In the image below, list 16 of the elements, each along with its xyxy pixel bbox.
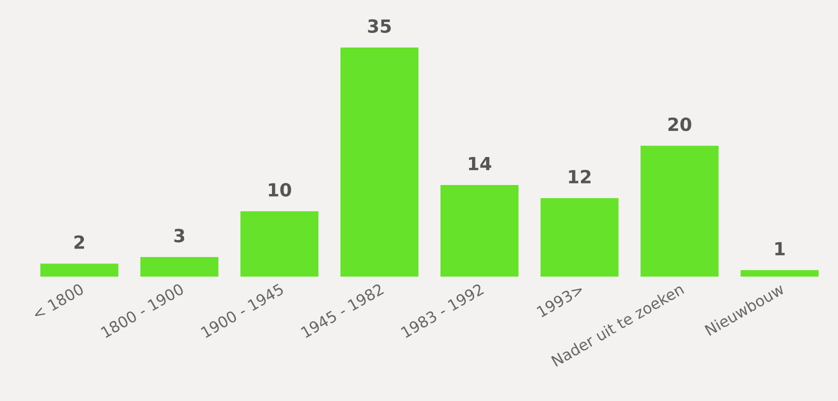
data-label: 1 [775,242,785,256]
data-label: 12 [569,170,591,184]
data-label: 14 [468,157,492,170]
bar [140,257,218,277]
data-label: 20 [668,117,692,132]
data-label: 10 [268,182,292,197]
data-label: 35 [368,19,391,33]
bar [40,264,118,277]
bar [640,146,719,277]
bar [240,211,318,277]
data-label: 3 [174,228,184,242]
bar [540,198,619,277]
bar [340,48,418,277]
bar [740,270,819,277]
data-label: 2 [74,235,84,249]
bar [440,185,519,277]
